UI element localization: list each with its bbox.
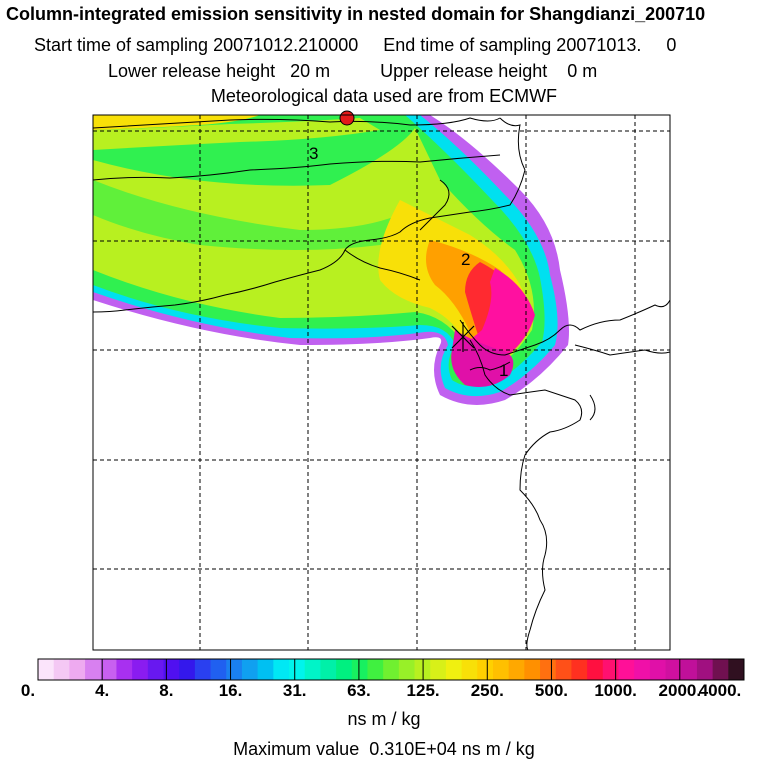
- colorbar-swatch: [712, 659, 729, 680]
- plume-field: [93, 115, 569, 405]
- colorbar-swatch: [273, 659, 290, 680]
- plume-core: [451, 330, 514, 388]
- colorbar-swatch: [681, 659, 698, 680]
- colorbar-swatch: [210, 659, 227, 680]
- colorbar-swatch: [289, 659, 306, 680]
- colorbar-tick-label: 2000.: [658, 681, 702, 700]
- colorbar-frame: [37, 658, 745, 681]
- release-point-cross: [451, 322, 475, 352]
- sampling-time-line: Start time of sampling 20071012.210000 E…: [34, 35, 677, 55]
- colorbar-tick-label: 63.: [347, 681, 371, 700]
- colorbar-swatch: [241, 659, 259, 680]
- colorbar-tick-label: 0.: [20, 681, 36, 700]
- colorbar-swatch: [571, 659, 588, 680]
- colorbar-swatch: [320, 659, 337, 680]
- colorbar-tick-label: 125.: [406, 681, 440, 700]
- colorbar-swatch: [304, 659, 321, 680]
- colorbar-tick-label: 500.: [534, 681, 568, 700]
- coastline-borders: [93, 117, 670, 650]
- colorbar-swatch: [100, 659, 117, 680]
- plume-band-yellowgreen: [93, 128, 534, 377]
- colorbar-tick-label: 1000.: [594, 681, 637, 700]
- map-frame: [92, 114, 671, 651]
- colorbar-tick-label: 4000.: [698, 681, 742, 700]
- colorbar-swatch: [383, 659, 400, 680]
- plume-label-2: 2: [461, 250, 470, 269]
- colorbar-swatch: [587, 659, 604, 680]
- colorbar-swatch: [461, 659, 478, 680]
- plume-band-top: [93, 115, 260, 130]
- colorbar-tick-label: 8.: [159, 681, 174, 700]
- colorbar-swatch: [179, 659, 196, 680]
- meteorological-data-line: Meteorological data used are from ECMWF: [210, 86, 558, 106]
- colorbar-swatch: [163, 659, 180, 680]
- colorbar-swatch: [602, 659, 619, 680]
- colorbar-swatch: [649, 659, 667, 680]
- colorbar-swatch: [634, 659, 651, 680]
- colorbar-swatch: [367, 659, 384, 680]
- colorbar-swatch: [477, 659, 494, 680]
- colorbar-swatch: [524, 659, 541, 680]
- colorbar-tick-label: 31.: [282, 681, 307, 700]
- colorbar-swatch: [430, 659, 447, 680]
- colorbar-swatch: [226, 659, 243, 680]
- colorbar-swatch: [336, 659, 353, 680]
- colorbar-swatch: [194, 659, 212, 680]
- colorbar-swatch: [696, 659, 714, 680]
- colorbar-unit: ns m / kg: [347, 709, 421, 729]
- maximum-value-text: Maximum value 0.310E+04 ns m / kg: [233, 739, 535, 759]
- colorbar-swatch: [257, 659, 274, 680]
- colorbar-swatch: [398, 659, 416, 680]
- colorbar-swatch: [147, 659, 165, 680]
- colorbar-swatch: [508, 659, 525, 680]
- release-height-line: Lower release height 20 m Upper release …: [108, 61, 598, 81]
- colorbar-tick-label: 250.: [470, 681, 504, 700]
- colorbar-swatch: [728, 659, 745, 680]
- chart-title: Column-integrated emission sensitivity i…: [6, 4, 706, 24]
- colorbar-swatch: [665, 659, 682, 680]
- colorbar-swatch: [492, 659, 510, 680]
- colorbar-swatch: [351, 659, 368, 680]
- colorbar-swatch: [69, 659, 86, 680]
- colorbar-swatch: [116, 659, 133, 680]
- colorbar-swatch: [38, 659, 55, 680]
- colorbar-swatch: [85, 659, 102, 680]
- colorbar-swatch: [555, 659, 572, 680]
- colorbar-swatch: [132, 659, 149, 680]
- colorbar-swatch: [540, 659, 557, 680]
- colorbar-tick-label: 4.: [95, 681, 110, 700]
- colorbar-swatch: [445, 659, 463, 680]
- plume-label-1: 1: [499, 361, 508, 380]
- colorbar-swatch: [618, 659, 635, 680]
- map-gridlines: [93, 115, 670, 650]
- plume-label-3: 3: [309, 144, 318, 163]
- plume-band-high: [464, 268, 535, 367]
- colorbar-swatch: [53, 659, 70, 680]
- plume-band-green-streak: [93, 180, 412, 250]
- colorbar-tick-label: 16.: [218, 681, 243, 700]
